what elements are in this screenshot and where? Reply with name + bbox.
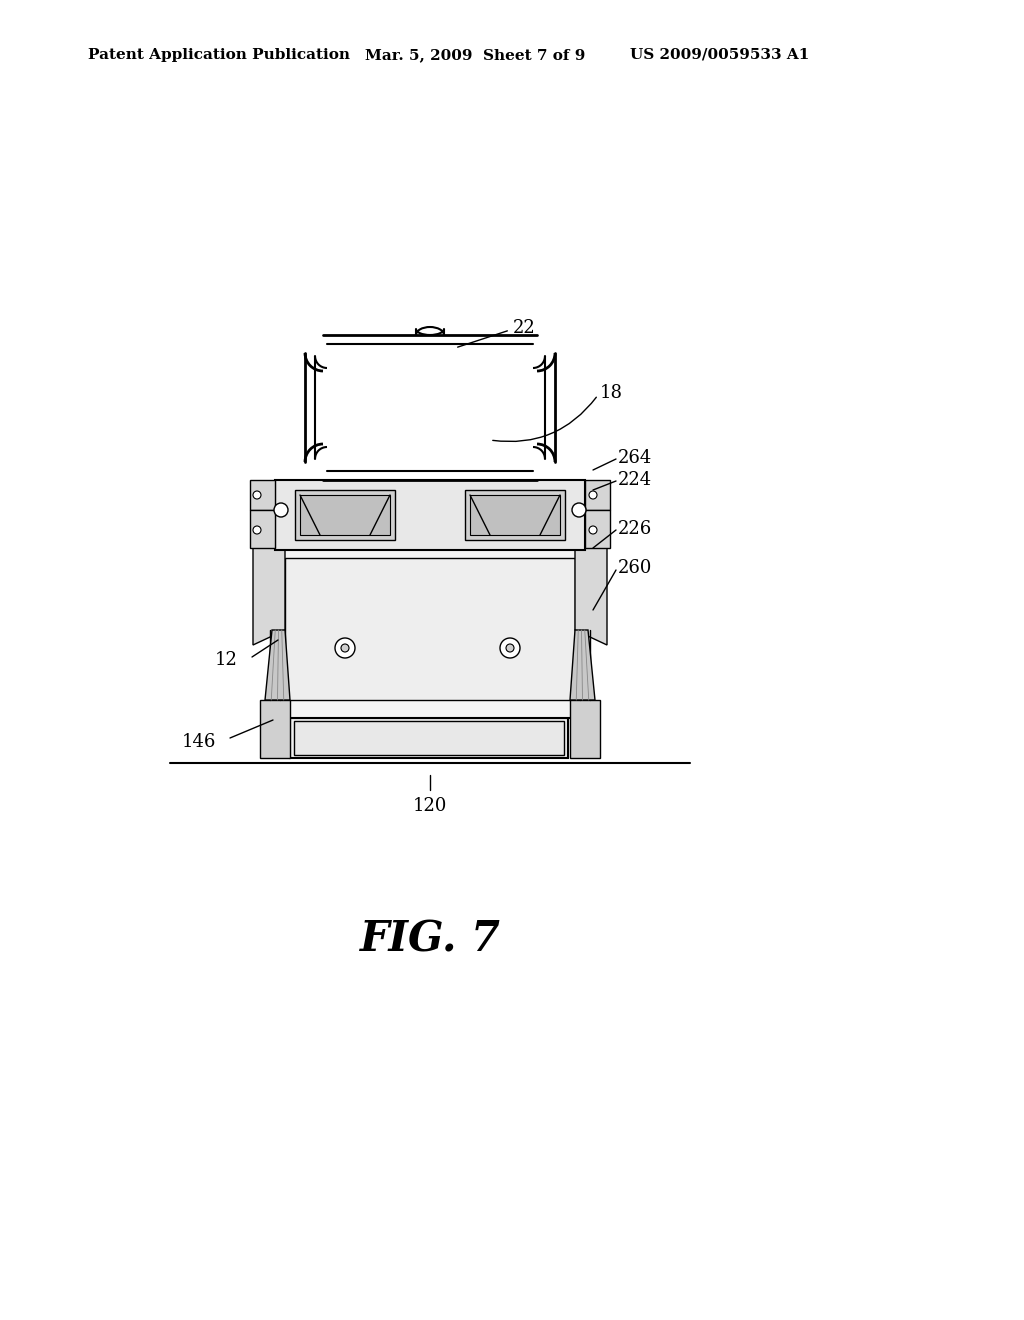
Polygon shape xyxy=(570,630,595,700)
Text: 224: 224 xyxy=(618,471,652,488)
Circle shape xyxy=(274,503,288,517)
Polygon shape xyxy=(253,548,285,645)
Circle shape xyxy=(253,525,261,535)
Circle shape xyxy=(506,644,514,652)
Bar xyxy=(300,495,390,535)
Circle shape xyxy=(253,491,261,499)
Text: FIG. 7: FIG. 7 xyxy=(359,919,501,961)
Text: 146: 146 xyxy=(181,733,216,751)
Bar xyxy=(290,718,568,758)
Bar xyxy=(260,700,290,758)
Bar xyxy=(470,495,560,535)
Text: 18: 18 xyxy=(600,384,623,403)
Text: 12: 12 xyxy=(215,651,238,669)
Text: 22: 22 xyxy=(513,319,536,337)
Bar xyxy=(285,558,575,700)
Bar xyxy=(250,510,275,548)
Text: 120: 120 xyxy=(413,797,447,814)
Circle shape xyxy=(589,525,597,535)
Bar xyxy=(585,510,610,548)
Bar xyxy=(275,548,585,718)
Text: 264: 264 xyxy=(618,449,652,467)
Bar xyxy=(585,480,610,510)
Circle shape xyxy=(572,503,586,517)
Bar xyxy=(295,490,395,540)
Text: 226: 226 xyxy=(618,520,652,539)
Text: Mar. 5, 2009  Sheet 7 of 9: Mar. 5, 2009 Sheet 7 of 9 xyxy=(365,48,586,62)
Bar xyxy=(275,480,585,550)
Text: US 2009/0059533 A1: US 2009/0059533 A1 xyxy=(630,48,809,62)
Circle shape xyxy=(335,638,355,657)
Circle shape xyxy=(341,644,349,652)
Bar xyxy=(570,700,600,758)
Bar xyxy=(250,480,275,510)
Bar xyxy=(294,721,564,755)
Bar xyxy=(465,490,565,540)
Text: Patent Application Publication: Patent Application Publication xyxy=(88,48,350,62)
Text: 260: 260 xyxy=(618,558,652,577)
Polygon shape xyxy=(575,548,607,645)
Circle shape xyxy=(500,638,520,657)
Polygon shape xyxy=(265,630,290,700)
Circle shape xyxy=(589,491,597,499)
